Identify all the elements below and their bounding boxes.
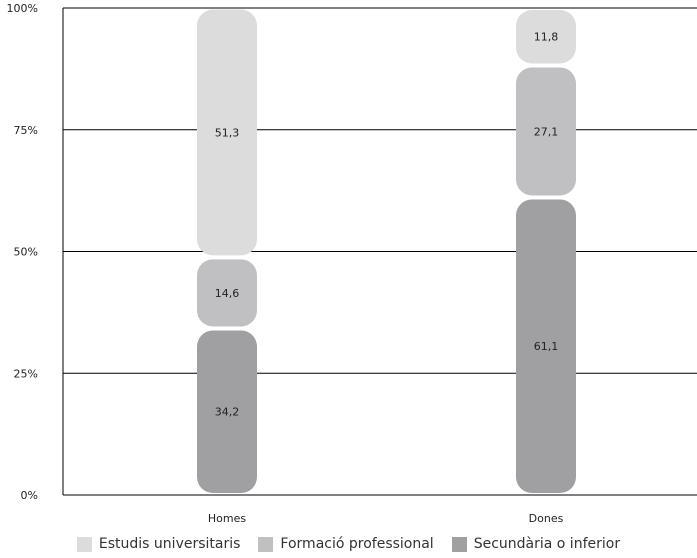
legend-swatch [258,536,274,552]
bar-segment [197,330,257,493]
y-tick-label: 0% [21,489,38,502]
legend-label: Formació professional [280,536,434,552]
bar-segment [197,259,257,327]
bar-segment [516,199,576,493]
x-category-label: Homes [208,512,246,525]
legend-swatch [451,536,467,552]
data-label: 34,2 [215,406,240,419]
legend: Estudis universitaris Formació profession… [0,536,697,552]
bar-segment [516,10,576,64]
data-label: 27,1 [534,125,559,138]
bar-segment [516,67,576,196]
data-label: 11,8 [534,31,559,44]
legend-item: Formació professional [258,536,434,552]
data-label: 14,6 [215,287,240,300]
legend-label: Estudis universitaris [98,536,241,552]
legend-label: Secundària o inferior [473,536,621,552]
legend-swatch [76,536,92,552]
y-tick-label: 25% [14,367,38,380]
legend-item: Secundària o inferior [451,536,621,552]
y-tick-label: 75% [14,124,38,137]
data-label: 61,1 [534,340,559,353]
data-label: 51,3 [215,126,240,139]
legend-item: Estudis universitaris [76,536,241,552]
x-category-label: Dones [529,512,564,525]
y-tick-label: 100% [7,2,38,15]
y-tick-label: 50% [14,246,38,259]
bar-segment [197,9,257,256]
